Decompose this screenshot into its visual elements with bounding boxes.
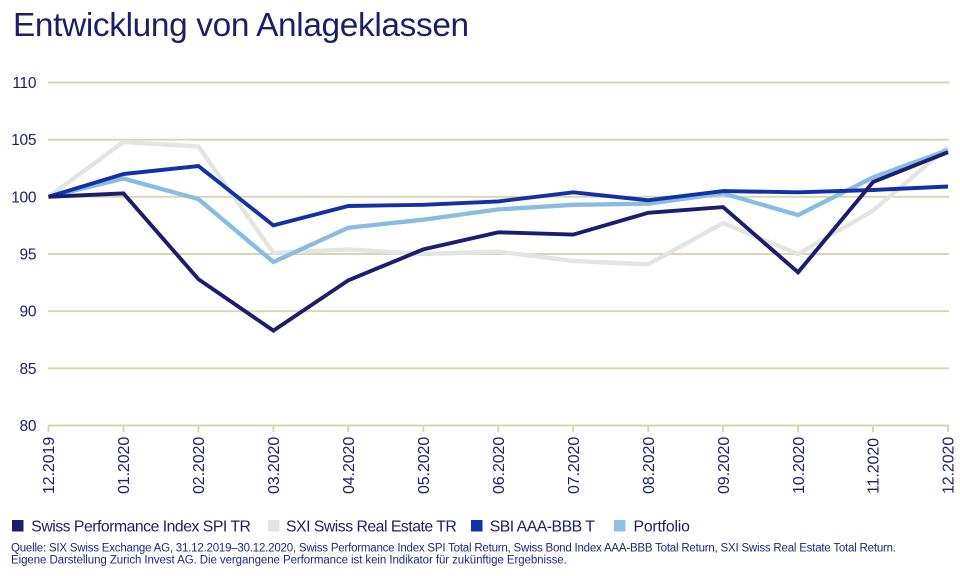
svg-text:09.2020: 09.2020 (716, 437, 733, 494)
svg-text:100: 100 (11, 189, 37, 206)
svg-text:Quelle: SIX Swiss Exchange AG,: Quelle: SIX Swiss Exchange AG, 31.12.201… (11, 543, 896, 555)
svg-text:01.2020: 01.2020 (116, 437, 133, 494)
svg-text:08.2020: 08.2020 (641, 437, 658, 494)
svg-text:80: 80 (20, 418, 37, 435)
svg-text:02.2020: 02.2020 (191, 437, 208, 494)
svg-text:05.2020: 05.2020 (416, 437, 433, 494)
svg-text:12.2020: 12.2020 (941, 437, 958, 494)
svg-text:Eigene Darstellung Zurich Inve: Eigene Darstellung Zurich Invest AG. Die… (11, 554, 567, 566)
svg-text:Swiss Performance Index SPI TR: Swiss Performance Index SPI TR (31, 518, 250, 535)
svg-text:11.2020: 11.2020 (866, 438, 883, 494)
svg-text:07.2020: 07.2020 (566, 437, 583, 494)
svg-text:04.2020: 04.2020 (341, 437, 358, 494)
svg-text:110: 110 (12, 75, 36, 92)
svg-text:10.2020: 10.2020 (791, 437, 808, 494)
svg-text:SXI Swiss Real Estate TR: SXI Swiss Real Estate TR (286, 518, 456, 535)
svg-text:12.2019: 12.2019 (41, 437, 58, 494)
svg-text:Portfolio: Portfolio (634, 518, 691, 535)
svg-text:03.2020: 03.2020 (266, 437, 283, 494)
svg-text:06.2020: 06.2020 (491, 437, 508, 494)
svg-text:90: 90 (20, 304, 37, 321)
svg-text:SBI AAA-BBB T: SBI AAA-BBB T (490, 518, 596, 535)
svg-text:Entwicklung von Anlageklassen: Entwicklung von Anlageklassen (13, 7, 469, 44)
svg-text:85: 85 (20, 361, 37, 378)
svg-text:105: 105 (11, 132, 36, 149)
svg-text:95: 95 (20, 247, 37, 264)
